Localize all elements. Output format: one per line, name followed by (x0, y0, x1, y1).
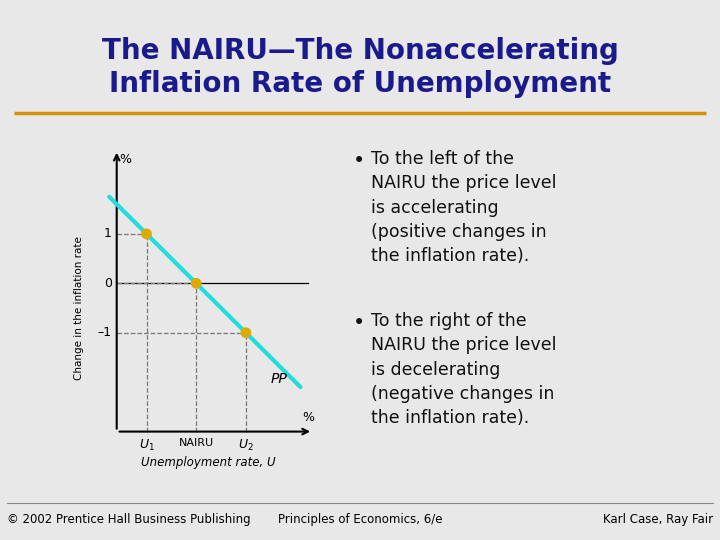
Text: %: % (302, 411, 314, 424)
Text: To the left of the
NAIRU the price level
is accelerating
(positive changes in
th: To the left of the NAIRU the price level… (371, 150, 557, 265)
Text: To the right of the
NAIRU the price level
is decelerating
(negative changes in
t: To the right of the NAIRU the price leve… (371, 312, 557, 427)
Text: %: % (120, 153, 131, 166)
Point (140, 230, 153, 238)
Text: –1: –1 (98, 326, 112, 339)
Text: 0: 0 (104, 277, 112, 290)
Text: NAIRU: NAIRU (179, 437, 214, 448)
Text: Principles of Economics, 6/e: Principles of Economics, 6/e (278, 513, 442, 526)
Text: Karl Case, Ray Fair: Karl Case, Ray Fair (603, 513, 713, 526)
Text: •: • (353, 151, 365, 171)
Text: 1: 1 (104, 227, 112, 240)
Text: © 2002 Prentice Hall Business Publishing: © 2002 Prentice Hall Business Publishing (7, 513, 251, 526)
Text: $U_2$: $U_2$ (238, 437, 253, 453)
Text: •: • (353, 313, 365, 333)
Point (240, 328, 252, 337)
Text: Change in the inflation rate: Change in the inflation rate (74, 236, 84, 380)
Point (190, 279, 202, 288)
Text: $U_1$: $U_1$ (138, 437, 155, 453)
Text: Inflation Rate of Unemployment: Inflation Rate of Unemployment (109, 70, 611, 98)
Text: The NAIRU—The Nonaccelerating: The NAIRU—The Nonaccelerating (102, 37, 618, 65)
Text: Unemployment rate, U: Unemployment rate, U (141, 456, 276, 469)
Text: PP: PP (271, 372, 287, 386)
